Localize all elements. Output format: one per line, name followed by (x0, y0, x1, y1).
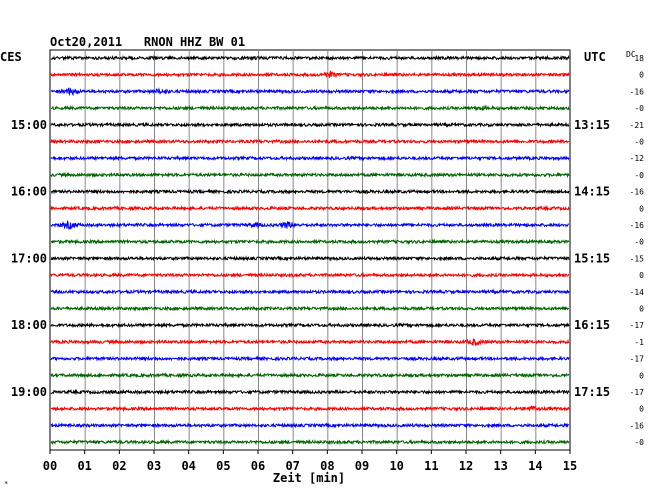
chart-title: Oct20,2011 RNON HHZ BW 01 (50, 35, 245, 49)
plot-frame (49, 49, 571, 451)
left-hour-label: 15:00 (11, 118, 47, 132)
dc-offset-label: -21 (630, 121, 645, 130)
dc-offset-label: -12 (630, 154, 645, 163)
seismic-trace (50, 238, 570, 246)
dc-offset-label: -16 (630, 421, 645, 430)
x-tick-label: 03 (147, 459, 161, 473)
dc-offset-label: 0 (639, 71, 644, 80)
left-hour-label: 19:00 (11, 385, 47, 399)
seismic-trace (50, 154, 570, 162)
seismic-trace (50, 171, 570, 179)
dc-offset-label: -0 (634, 171, 644, 180)
dc-offset-label: -14 (630, 288, 645, 297)
dc-offset-label: -17 (630, 355, 645, 364)
dc-offset-label: -17 (630, 388, 645, 397)
dc-offset-label: -1 (634, 338, 644, 347)
dc-offset-labels: 18 0 -16 -0 -21 -0 -12 -0 -16 0 -16 -0 -15 0 -14 0 -17 -1… (630, 54, 645, 447)
right-hour-label: 17:15 (574, 385, 610, 399)
x-tick-label: 12 (459, 459, 473, 473)
left-hour-label: 16:00 (11, 185, 47, 199)
x-tick-label: 04 (181, 459, 195, 473)
dc-offset-label: 0 (639, 371, 644, 380)
dc-header-label: DC (626, 50, 636, 59)
dc-offset-label: -15 (630, 254, 645, 263)
left-hour-label: 18:00 (11, 318, 47, 332)
seismic-trace (50, 438, 570, 446)
footer-mark: * (4, 480, 8, 488)
seismic-trace (50, 355, 570, 362)
seismic-trace (50, 422, 570, 429)
x-tick-label: 10 (389, 459, 403, 473)
x-tick-label: 14 (528, 459, 542, 473)
seismic-trace (50, 338, 570, 347)
x-tick-label: 05 (216, 459, 230, 473)
x-tick-label: 11 (424, 459, 438, 473)
seismic-trace (50, 104, 570, 112)
right-hour-label: 16:15 (574, 318, 610, 332)
seismic-trace (50, 87, 570, 97)
dc-offset-label: 0 (639, 405, 644, 414)
left-hour-label: 17:00 (11, 251, 47, 265)
x-tick-label: 09 (355, 459, 369, 473)
trace-layer (50, 54, 570, 446)
x-tick-label: 00 (43, 459, 57, 473)
x-tick-label: 13 (493, 459, 507, 473)
dc-offset-label: 0 (639, 305, 644, 314)
seismic-trace (50, 188, 570, 195)
dc-offset-label: -0 (634, 238, 644, 247)
dc-offset-label: 18 (634, 54, 644, 63)
seismic-trace (50, 405, 570, 413)
right-hour-labels: 13:15 14:15 15:15 16:15 17:15 (574, 118, 610, 399)
seismic-trace (50, 288, 570, 295)
dc-offset-label: -17 (630, 321, 645, 330)
x-axis-label: Zeit [min] (273, 471, 345, 485)
left-hour-labels: 15:00 16:00 17:00 18:00 19:00 (11, 118, 47, 399)
x-tick-label: 15 (563, 459, 577, 473)
dc-offset-label: -0 (634, 438, 644, 447)
right-hour-label: 14:15 (574, 185, 610, 199)
seismic-trace (50, 271, 570, 279)
right-timezone-label: UTC (584, 50, 606, 64)
seismic-trace (50, 204, 570, 212)
dc-offset-label: -16 (630, 87, 645, 96)
dc-offset-label: -16 (630, 188, 645, 197)
x-tick-label: 06 (251, 459, 265, 473)
seismic-trace (50, 121, 570, 128)
seismic-trace (50, 255, 570, 262)
x-tick-label: 02 (112, 459, 126, 473)
dc-offset-label: 0 (639, 271, 644, 280)
x-tick-label: 07 (285, 459, 299, 473)
seismic-trace (50, 70, 570, 79)
seismic-trace (50, 388, 570, 396)
x-axis-ticks: 00 01 02 03 04 05 06 07 08 09 10 11 12 13 14 15 (43, 450, 577, 473)
seismic-trace (50, 321, 570, 329)
dc-offset-label: -16 (630, 221, 645, 230)
left-timezone-label: CES (0, 50, 22, 64)
x-tick-label: 08 (320, 459, 334, 473)
dc-offset-label: -0 (634, 138, 644, 147)
seismic-trace (50, 54, 570, 62)
right-hour-label: 15:15 (574, 251, 610, 265)
seismic-trace (50, 138, 570, 145)
right-hour-label: 13:15 (574, 118, 610, 132)
seismic-trace (50, 371, 570, 379)
seismic-trace (50, 219, 570, 231)
chart-grid (49, 49, 571, 451)
x-tick-label: 01 (77, 459, 91, 473)
seismic-trace (50, 305, 570, 312)
dc-offset-label: 0 (639, 204, 644, 213)
dc-offset-label: -0 (634, 104, 644, 113)
